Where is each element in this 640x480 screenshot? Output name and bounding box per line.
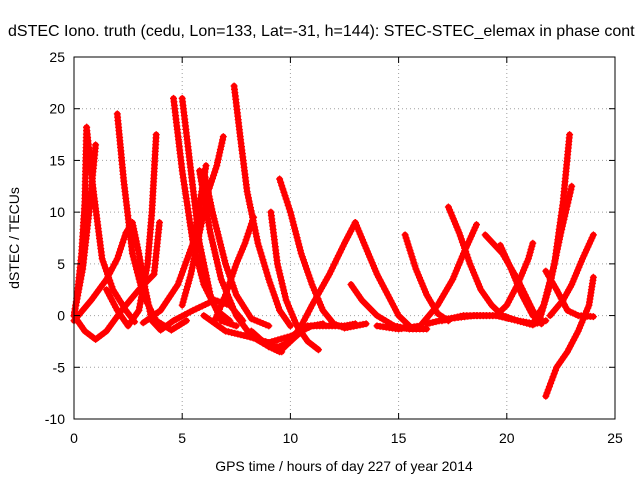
y-tick-label: -10: [45, 411, 65, 427]
data-series: [535, 182, 576, 325]
data-series: [542, 273, 597, 400]
x-tick-label: 5: [178, 430, 186, 446]
series-trace: [276, 176, 370, 331]
series-trace: [352, 219, 413, 329]
data-series: [247, 320, 359, 356]
y-tick-label: 15: [49, 152, 65, 168]
data-point-markers: [113, 110, 190, 334]
x-axis-label: GPS time / hours of day 227 of year 2014: [215, 458, 473, 474]
data-series: [267, 208, 322, 354]
data-series: [351, 219, 413, 330]
y-tick-label: 20: [49, 101, 65, 117]
data-point-markers: [267, 208, 322, 354]
y-tick-label: 5: [57, 256, 65, 272]
data-point-markers: [535, 182, 576, 325]
data-point-markers: [200, 167, 273, 330]
data-series: [70, 219, 163, 343]
x-tick-label: 0: [70, 430, 78, 446]
axis-ticks: 0 5 10 15 20 25 -10 -5 0 5 10 15 20 25: [45, 49, 623, 446]
data-point-markers: [247, 320, 359, 356]
plot-series: [70, 82, 597, 400]
y-axis-label: dSTEC / TECUs: [6, 187, 22, 289]
data-point-markers: [546, 231, 597, 320]
data-point-markers: [373, 221, 480, 333]
x-tick-label: 25: [607, 430, 623, 446]
data-series: [113, 110, 190, 334]
y-tick-label: 0: [57, 308, 65, 324]
x-tick-label: 20: [499, 430, 515, 446]
data-point-markers: [401, 231, 452, 325]
y-tick-label: 10: [49, 204, 65, 220]
data-series: [546, 231, 597, 320]
y-tick-label: -5: [53, 359, 66, 375]
data-series: [401, 231, 452, 325]
data-point-markers: [542, 273, 597, 400]
y-tick-label: 25: [49, 49, 65, 65]
x-tick-label: 10: [283, 430, 299, 446]
data-point-markers: [351, 219, 413, 330]
plot-frame: [73, 56, 616, 420]
chart-title: dSTEC Iono. truth (cedu, Lon=133, Lat=-3…: [8, 23, 635, 40]
x-tick-label: 15: [391, 430, 407, 446]
